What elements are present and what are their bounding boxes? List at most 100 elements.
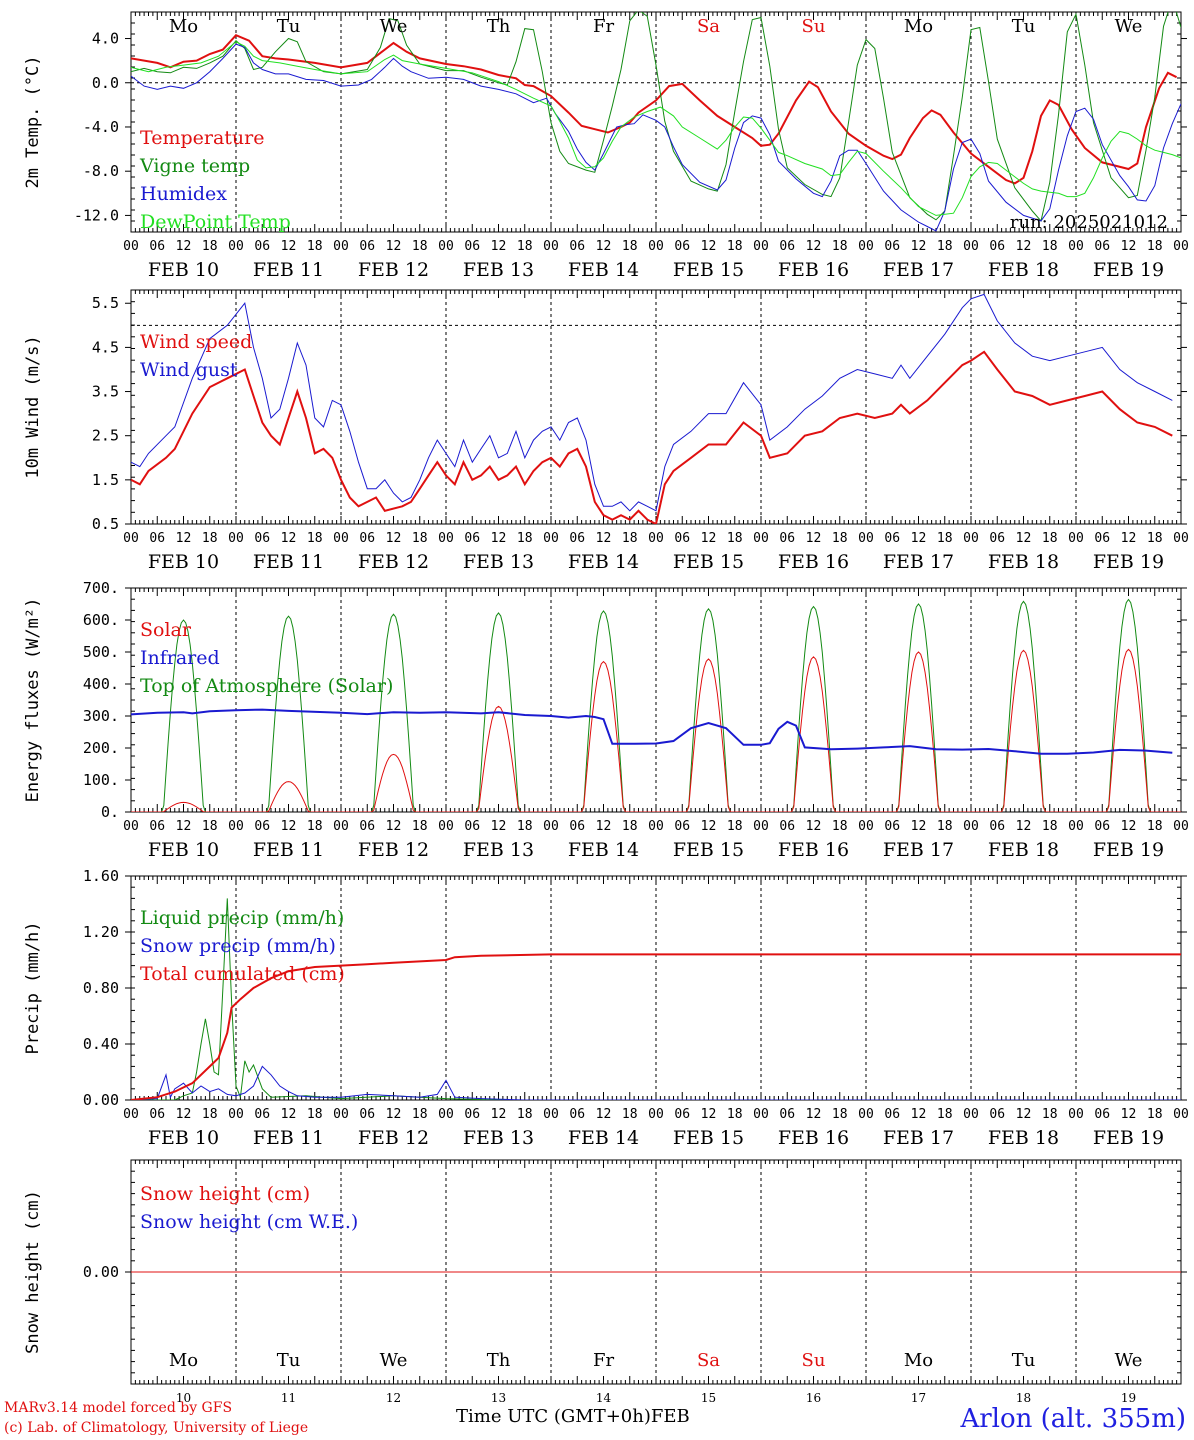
y-tick-label: 200.: [83, 739, 119, 757]
hour-tick-label: 06: [149, 819, 165, 834]
series-line-liquid-precip-mm-h-: [131, 898, 1181, 1100]
hour-tick-label: 00: [1068, 239, 1084, 254]
hour-tick-label: 00: [753, 239, 769, 254]
legend-total-cumulated-cm-: Total cumulated (cm): [140, 963, 345, 985]
series-line-wind-speed: [131, 350, 1173, 524]
hour-tick-label: 06: [254, 239, 270, 254]
hour-tick-label: 12: [386, 239, 402, 254]
hour-tick-label: 12: [386, 819, 402, 834]
y-tick-label: 5.5: [92, 294, 119, 312]
day-label: FEB 17: [883, 839, 954, 861]
hour-tick-label: 06: [1094, 819, 1110, 834]
hour-tick-label: 18: [412, 1107, 428, 1122]
y-axis-label: 2m Temp. (°C): [23, 55, 43, 188]
hour-tick-label: 00: [963, 819, 979, 834]
legend-infrared: Infrared: [140, 647, 220, 669]
hour-tick-label: 06: [674, 239, 690, 254]
y-tick-label: 4.5: [92, 338, 119, 356]
day-number-label: 15: [701, 1391, 716, 1405]
series-group: [131, 12, 1181, 232]
hour-tick-label: 12: [596, 239, 612, 254]
y-tick-label: 100.: [83, 771, 119, 789]
weekday-label: Mo: [169, 1350, 198, 1371]
legend-wind-speed: Wind speed: [140, 331, 252, 353]
hour-tick-label: 00: [438, 239, 454, 254]
day-label: FEB 16: [778, 839, 849, 861]
hour-tick-label: 18: [202, 531, 218, 546]
hour-tick-label: 06: [149, 1107, 165, 1122]
day-label: FEB 13: [463, 551, 534, 573]
hour-tick-label: 18: [307, 239, 323, 254]
hour-tick-label: 12: [596, 819, 612, 834]
hour-tick-label: 06: [674, 1107, 690, 1122]
hour-tick-label: 18: [937, 819, 953, 834]
day-number-label: 14: [596, 1391, 612, 1405]
credit-line-2: (c) Lab. of Climatology, University of L…: [4, 1420, 309, 1436]
hour-tick-label: 12: [701, 819, 717, 834]
hour-tick-label: 00: [438, 1107, 454, 1122]
hour-tick-label: 06: [884, 531, 900, 546]
day-label: FEB 12: [358, 259, 429, 281]
day-number-label: 12: [386, 1391, 401, 1405]
hour-tick-label: 00: [1173, 531, 1189, 546]
y-tick-label: 500.: [83, 643, 119, 661]
hour-tick-label: 18: [1042, 531, 1058, 546]
legend-snow-height-cm-: Snow height (cm): [140, 1183, 310, 1205]
y-tick-label: 0.5: [92, 515, 119, 533]
weekday-label: Tu: [277, 16, 301, 37]
hour-tick-label: 00: [648, 1107, 664, 1122]
hour-tick-label: 00: [333, 239, 349, 254]
hour-tick-label: 00: [123, 819, 139, 834]
hour-tick-label: 06: [359, 531, 375, 546]
hour-tick-label: 12: [176, 239, 192, 254]
hour-tick-label: 18: [727, 1107, 743, 1122]
hour-tick-label: 06: [1094, 1107, 1110, 1122]
day-label: FEB 10: [148, 551, 219, 573]
hour-tick-label: 18: [727, 531, 743, 546]
day-label: FEB 13: [463, 839, 534, 861]
hour-tick-label: 00: [1068, 1107, 1084, 1122]
hour-tick-label: 06: [569, 531, 585, 546]
day-number-label: 11: [281, 1391, 296, 1405]
weekday-label: Tu: [277, 1350, 301, 1371]
hour-tick-label: 12: [491, 1107, 507, 1122]
hour-tick-label: 12: [806, 819, 822, 834]
hour-tick-label: 00: [1173, 819, 1189, 834]
weekday-label: Mo: [904, 16, 933, 37]
day-label: FEB 12: [358, 839, 429, 861]
hour-tick-label: 18: [1147, 239, 1163, 254]
hour-tick-label: 12: [281, 819, 297, 834]
day-label: FEB 16: [778, 551, 849, 573]
day-number-label: 10: [176, 1391, 191, 1405]
hour-tick-label: 18: [727, 819, 743, 834]
hour-tick-label: 00: [333, 819, 349, 834]
hour-tick-label: 06: [464, 1107, 480, 1122]
day-label: FEB 17: [883, 1127, 954, 1149]
hour-tick-label: 00: [1173, 1107, 1189, 1122]
legend-snow-height-cm-w-e-: Snow height (cm W.E.): [140, 1211, 358, 1233]
hour-tick-label: 06: [779, 239, 795, 254]
x-axis-label: Time UTC (GMT+0h)FEB: [456, 1406, 690, 1427]
panel-wind: 5.5 4.5 3.5 2.5 1.5 0.5 10m Wind (m/s) Wind spe…: [23, 289, 1189, 573]
hour-tick-label: 06: [674, 531, 690, 546]
hour-tick-label: 18: [202, 239, 218, 254]
hour-tick-label: 06: [569, 239, 585, 254]
day-label: FEB 17: [883, 259, 954, 281]
hour-tick-label: 00: [753, 531, 769, 546]
hour-tick-label: 18: [622, 819, 638, 834]
hour-tick-label: 06: [674, 819, 690, 834]
panel-frame: [130, 587, 1182, 813]
weekday-label: Tu: [1012, 16, 1036, 37]
series-group: [131, 598, 1181, 812]
series-line-vigne-temp: [131, 12, 1181, 222]
hour-tick-label: 18: [1147, 1107, 1163, 1122]
day-label: FEB 13: [463, 1127, 534, 1149]
hour-tick-label: 06: [464, 531, 480, 546]
series-line-humidex: [131, 43, 1181, 232]
day-label: FEB 14: [568, 839, 639, 861]
panel-precip: 1.60 1.20 0.80 0.40 0.00 Precip (mm/h) Liquid …: [23, 867, 1189, 1149]
hour-tick-label: 00: [333, 1107, 349, 1122]
hour-tick-label: 00: [543, 819, 559, 834]
panel-energy: 700. 600. 500. 400. 300. 200. 100. 0. Energy flu…: [23, 579, 1189, 861]
hour-tick-label: 18: [1042, 239, 1058, 254]
